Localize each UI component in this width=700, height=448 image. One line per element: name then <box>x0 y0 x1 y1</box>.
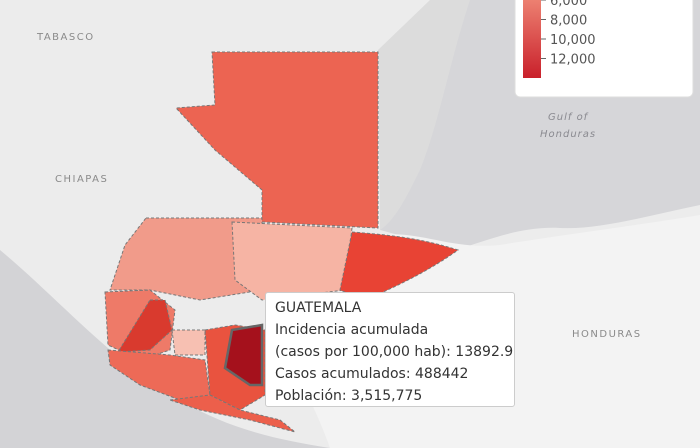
chimaltenango <box>171 329 206 356</box>
suchitepequez <box>107 349 211 401</box>
legend-tick-label: 10,000 <box>550 33 596 48</box>
tooltip-line: Población: 3,515,775 <box>275 388 423 404</box>
place-label: Gulf of <box>548 112 589 123</box>
alta-verapaz <box>231 221 353 301</box>
tooltip-title: GUATEMALA <box>275 300 362 316</box>
legend-tick-label: 8,000 <box>550 14 587 29</box>
legend-color-bar <box>523 0 541 78</box>
tooltip-line: Casos acumulados: 488442 <box>275 366 469 382</box>
solola <box>117 299 173 353</box>
legend-tick-label: 6,000 <box>550 0 587 9</box>
legend-tick-label: 12,000 <box>550 53 596 68</box>
guatemala-department <box>223 323 264 387</box>
peten <box>174 51 379 229</box>
tooltip: GUATEMALA Incidencia acumulada (casos po… <box>265 292 515 407</box>
place-label: HONDURAS <box>572 329 642 340</box>
tooltip-line: Incidencia acumulada <box>275 322 429 338</box>
place-label: Honduras <box>540 129 596 140</box>
pacific-ocean <box>0 250 330 448</box>
tooltip-line: (casos por 100,000 hab): 13892.9 <box>275 344 514 360</box>
legend-box <box>514 0 694 98</box>
escuintla <box>169 394 296 433</box>
belize <box>378 0 470 230</box>
place-label: CHIAPAS <box>55 174 108 185</box>
place-label: TABASCO <box>36 32 95 43</box>
